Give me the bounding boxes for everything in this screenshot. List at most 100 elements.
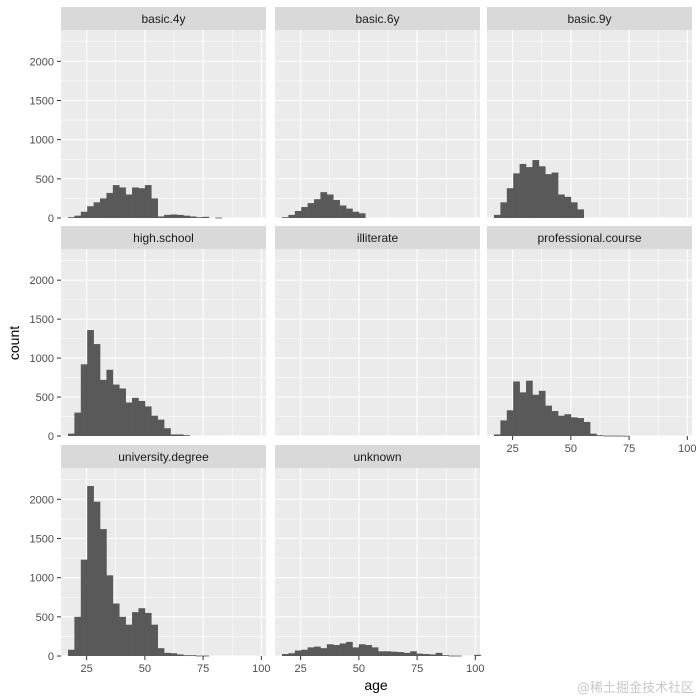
histogram-bar xyxy=(164,652,171,656)
histogram-bar xyxy=(333,199,340,218)
histogram-bar xyxy=(151,415,158,436)
histogram-bar xyxy=(577,209,584,218)
histogram-bar xyxy=(513,381,520,436)
histogram-bar xyxy=(615,435,623,437)
histogram-bar xyxy=(151,198,158,218)
histogram-bar xyxy=(577,418,584,436)
y-axis-title: count xyxy=(6,326,22,360)
histogram-bar xyxy=(157,216,165,218)
facet-strip xyxy=(61,7,266,30)
histogram-bar xyxy=(551,411,559,436)
y-tick-label: 1500 xyxy=(30,96,54,108)
histogram-bar xyxy=(583,421,591,436)
histogram-bar xyxy=(112,603,120,656)
histogram-bar xyxy=(506,188,514,218)
histogram-bar xyxy=(183,655,191,657)
histogram-bar xyxy=(326,644,334,656)
x-tick-label: 25 xyxy=(81,663,93,675)
histogram-bar xyxy=(506,410,514,436)
facet-strip-label: professional.course xyxy=(537,231,641,245)
histogram-bar xyxy=(570,417,578,436)
histogram-bar xyxy=(493,434,501,436)
facet-panel: university.degree 0 500 1000 1500 2000 25 50 75 1… xyxy=(30,445,271,675)
histogram-bar xyxy=(125,194,133,218)
histogram-bar xyxy=(352,647,360,656)
x-tick-label: 100 xyxy=(466,663,484,675)
histogram-bar xyxy=(320,648,328,656)
x-tick-label: 50 xyxy=(565,443,577,455)
histogram-bar xyxy=(176,214,184,218)
histogram-bar xyxy=(100,198,107,218)
histogram-bar xyxy=(371,647,379,656)
histogram-bar xyxy=(346,641,353,656)
x-tick-label: 50 xyxy=(139,663,151,675)
histogram-bar xyxy=(532,160,540,218)
y-tick-label: 0 xyxy=(48,431,54,443)
histogram-bar xyxy=(519,392,527,436)
histogram-bar xyxy=(93,202,101,218)
histogram-bar xyxy=(307,203,315,218)
histogram-bar xyxy=(67,217,75,219)
histogram-bar xyxy=(119,187,126,218)
y-tick-label: 0 xyxy=(48,213,54,225)
facet-strip-label: basic.6y xyxy=(355,12,399,26)
histogram-bar xyxy=(202,655,210,657)
histogram-bar xyxy=(339,205,347,218)
histogram-bar xyxy=(448,655,456,657)
histogram-bar xyxy=(215,217,223,219)
histogram-bar xyxy=(144,612,152,656)
histogram-bar xyxy=(67,649,75,656)
histogram-bar xyxy=(307,647,315,656)
histogram-bar xyxy=(125,624,133,656)
histogram-bar xyxy=(189,216,197,218)
histogram-bar xyxy=(500,420,508,436)
y-tick-label: 500 xyxy=(36,174,54,186)
facet-strip xyxy=(487,7,692,30)
histogram-bar xyxy=(564,196,572,218)
histogram-bar xyxy=(176,434,184,436)
histogram-bar xyxy=(74,412,82,436)
facet-strip-label: basic.4y xyxy=(141,12,185,26)
x-tick-label: 100 xyxy=(678,443,696,455)
facet-strip-label: high.school xyxy=(133,231,194,245)
x-tick-label: 75 xyxy=(411,663,423,675)
y-tick-label: 2000 xyxy=(30,56,54,68)
histogram-bar xyxy=(551,172,559,218)
histogram-bar xyxy=(493,214,501,218)
histogram-bar xyxy=(513,173,520,218)
y-tick-label: 1500 xyxy=(30,314,54,326)
histogram-bar xyxy=(87,206,94,218)
histogram-bar xyxy=(526,167,533,218)
histogram-bar xyxy=(397,652,405,656)
panel-background xyxy=(61,30,266,218)
facet-strip xyxy=(61,445,266,468)
histogram-bar xyxy=(474,654,481,656)
facet-strip xyxy=(487,226,692,249)
histogram-bar xyxy=(545,405,552,436)
panel-background xyxy=(275,30,480,218)
histogram-bar xyxy=(301,649,308,656)
panel-background xyxy=(275,249,480,436)
facet-strip xyxy=(275,7,480,30)
histogram-bar xyxy=(106,369,114,436)
histogram-bar xyxy=(320,192,328,218)
y-tick-label: 1000 xyxy=(30,573,54,585)
facet-strip xyxy=(61,226,266,249)
facet-strip xyxy=(275,445,480,468)
facet-panel: basic.4y 0 500 1000 1500 2000 xyxy=(30,7,266,225)
histogram-bar xyxy=(138,608,146,656)
facet-panel: basic.6y xyxy=(275,7,480,219)
histogram-bar xyxy=(106,575,114,656)
histogram-bar xyxy=(590,433,597,436)
x-tick-label: 25 xyxy=(507,443,519,455)
facet-strip-label: university.degree xyxy=(118,450,209,464)
histogram-bar xyxy=(288,214,296,218)
histogram-bar xyxy=(132,397,139,436)
histogram-bar xyxy=(100,379,107,436)
y-tick-label: 1000 xyxy=(30,135,54,147)
y-tick-label: 500 xyxy=(36,392,54,404)
histogram-bar xyxy=(352,211,360,218)
histogram-bar xyxy=(609,435,617,437)
